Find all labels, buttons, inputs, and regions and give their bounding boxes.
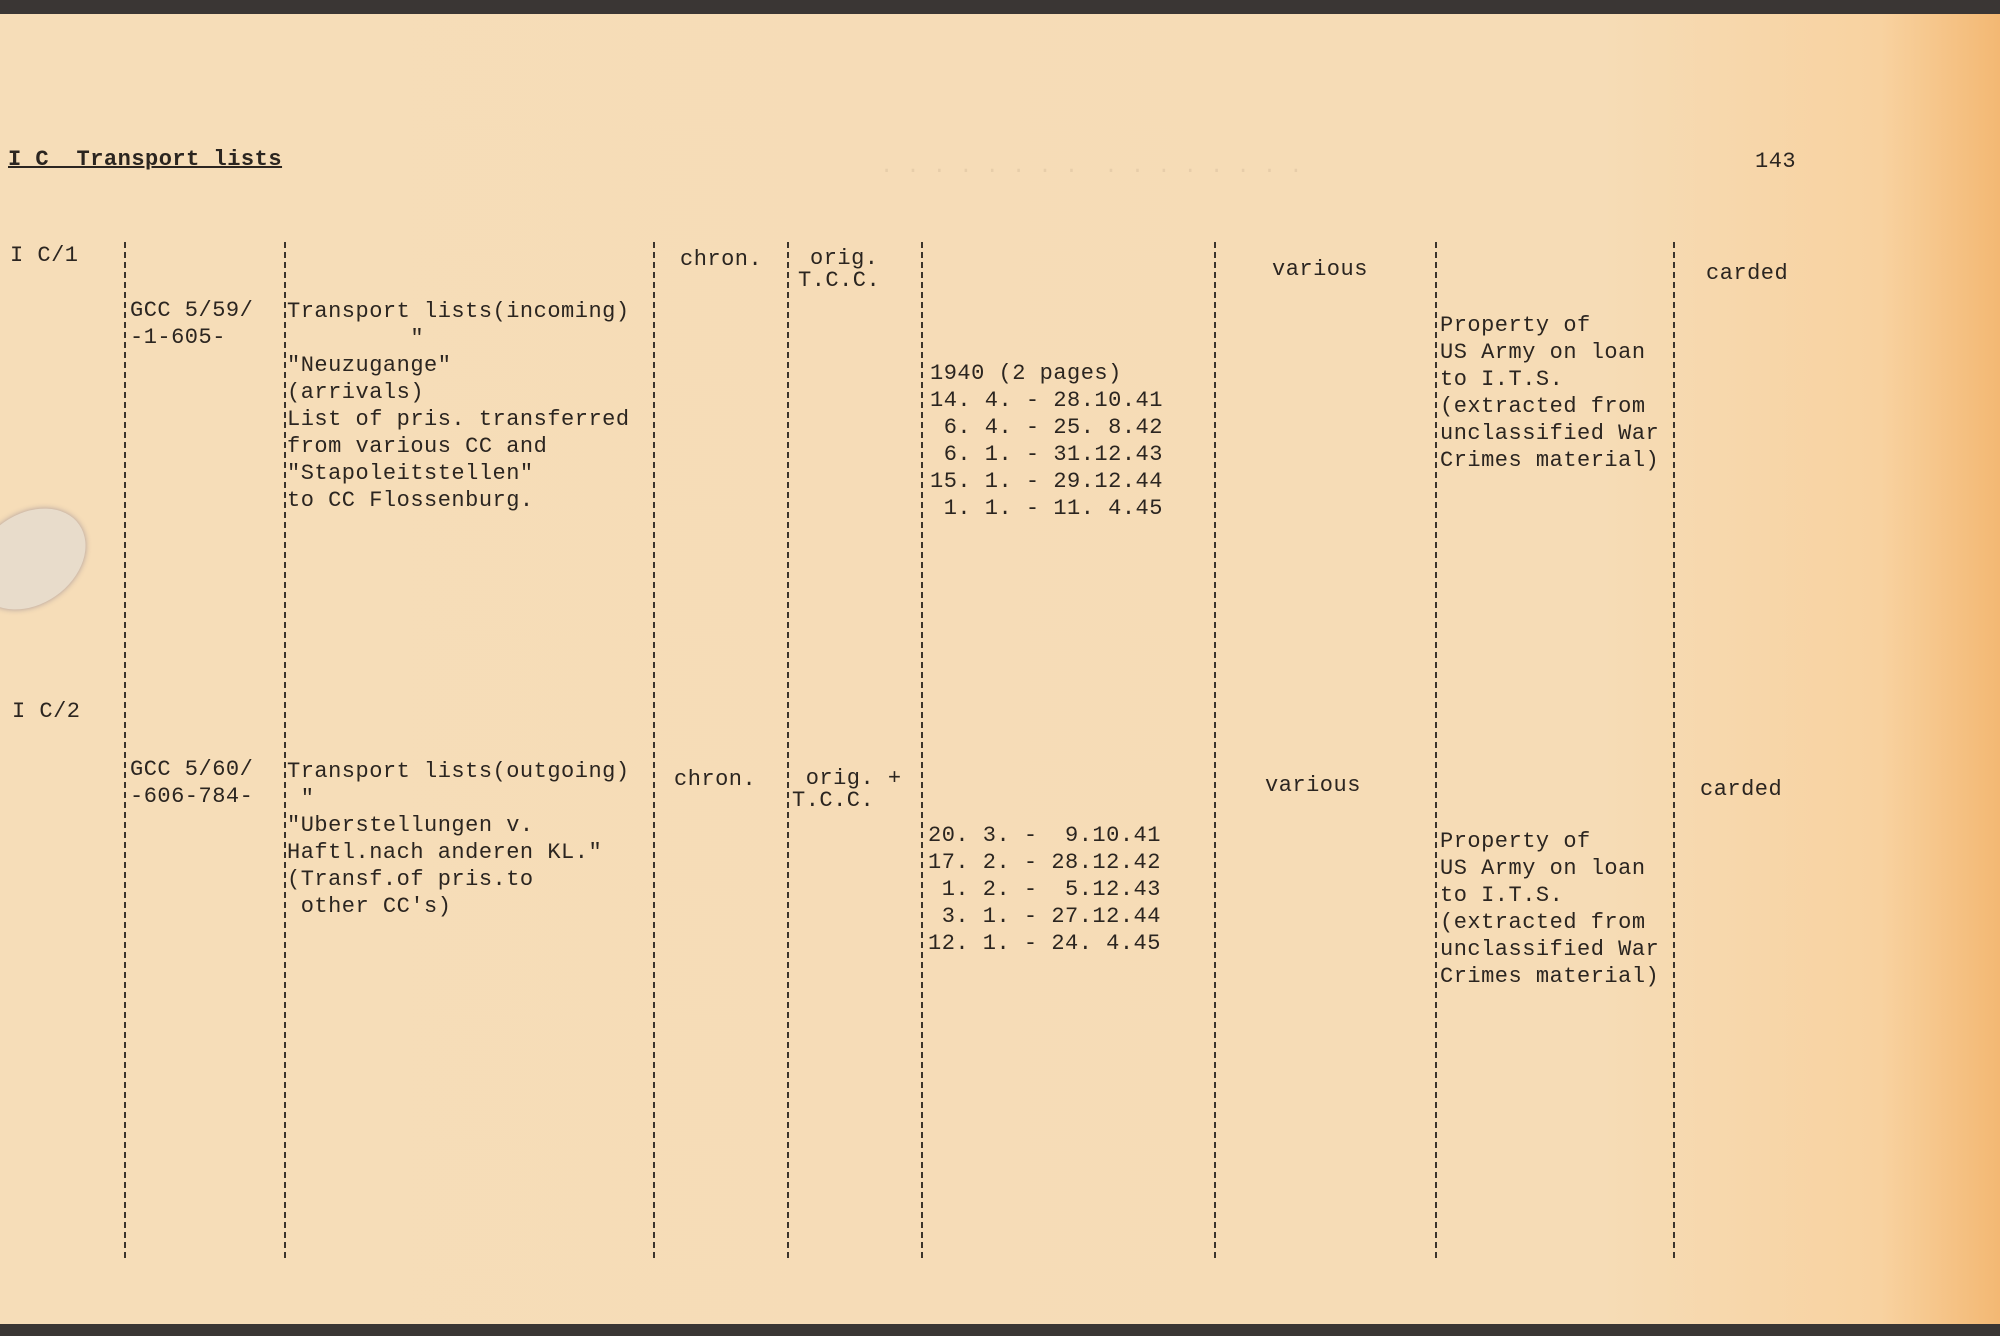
- column-divider: [1435, 242, 1437, 1258]
- status: carded: [1706, 261, 1789, 286]
- column-divider: [124, 242, 126, 1258]
- column-divider: [284, 242, 286, 1258]
- document-page: . . . . . . . . . . . . . . . . I C Tran…: [0, 14, 2000, 1324]
- record-type: orig. T.C.C.: [798, 246, 881, 293]
- date-ranges: 20. 3. - 9.10.41 17. 2. - 28.12.42 1. 2. …: [928, 823, 1161, 956]
- description: Transport lists(outgoing) " "Uberstellung…: [287, 759, 630, 919]
- description: Transport lists(incoming) " "Neuzugange"(…: [287, 299, 630, 513]
- entry-code: I C/1: [10, 243, 79, 268]
- quantity: various: [1265, 773, 1361, 798]
- binder-tab: [0, 487, 105, 631]
- column-divider: [1673, 242, 1675, 1258]
- quantity: various: [1272, 257, 1368, 282]
- signature: GCC 5/59/-1-605-: [130, 298, 254, 350]
- remarks: Property of US Army on loan to I.T.S. (extr…: [1440, 829, 1660, 989]
- column-divider: [1214, 242, 1216, 1258]
- page-number: 143: [1755, 149, 1797, 174]
- remarks: Property of US Army on loan to I.T.S. (extr…: [1440, 313, 1660, 473]
- arrangement: chron.: [674, 767, 757, 792]
- arrangement: chron.: [680, 247, 763, 272]
- bleed-through-text: . . . . . . . . . . . . . . . .: [880, 154, 1303, 179]
- record-type: orig. + T.C.C.: [792, 766, 902, 813]
- section-title: I C Transport lists: [8, 147, 283, 172]
- column-divider: [653, 242, 655, 1258]
- column-divider: [787, 242, 789, 1258]
- column-divider: [921, 242, 923, 1258]
- entry-code: I C/2: [12, 699, 81, 724]
- status: carded: [1700, 777, 1783, 802]
- signature: GCC 5/60/-606-784-: [130, 757, 254, 809]
- date-ranges: 1940 (2 pages) 14. 4. - 28.10.41 6. 4. - …: [930, 361, 1163, 521]
